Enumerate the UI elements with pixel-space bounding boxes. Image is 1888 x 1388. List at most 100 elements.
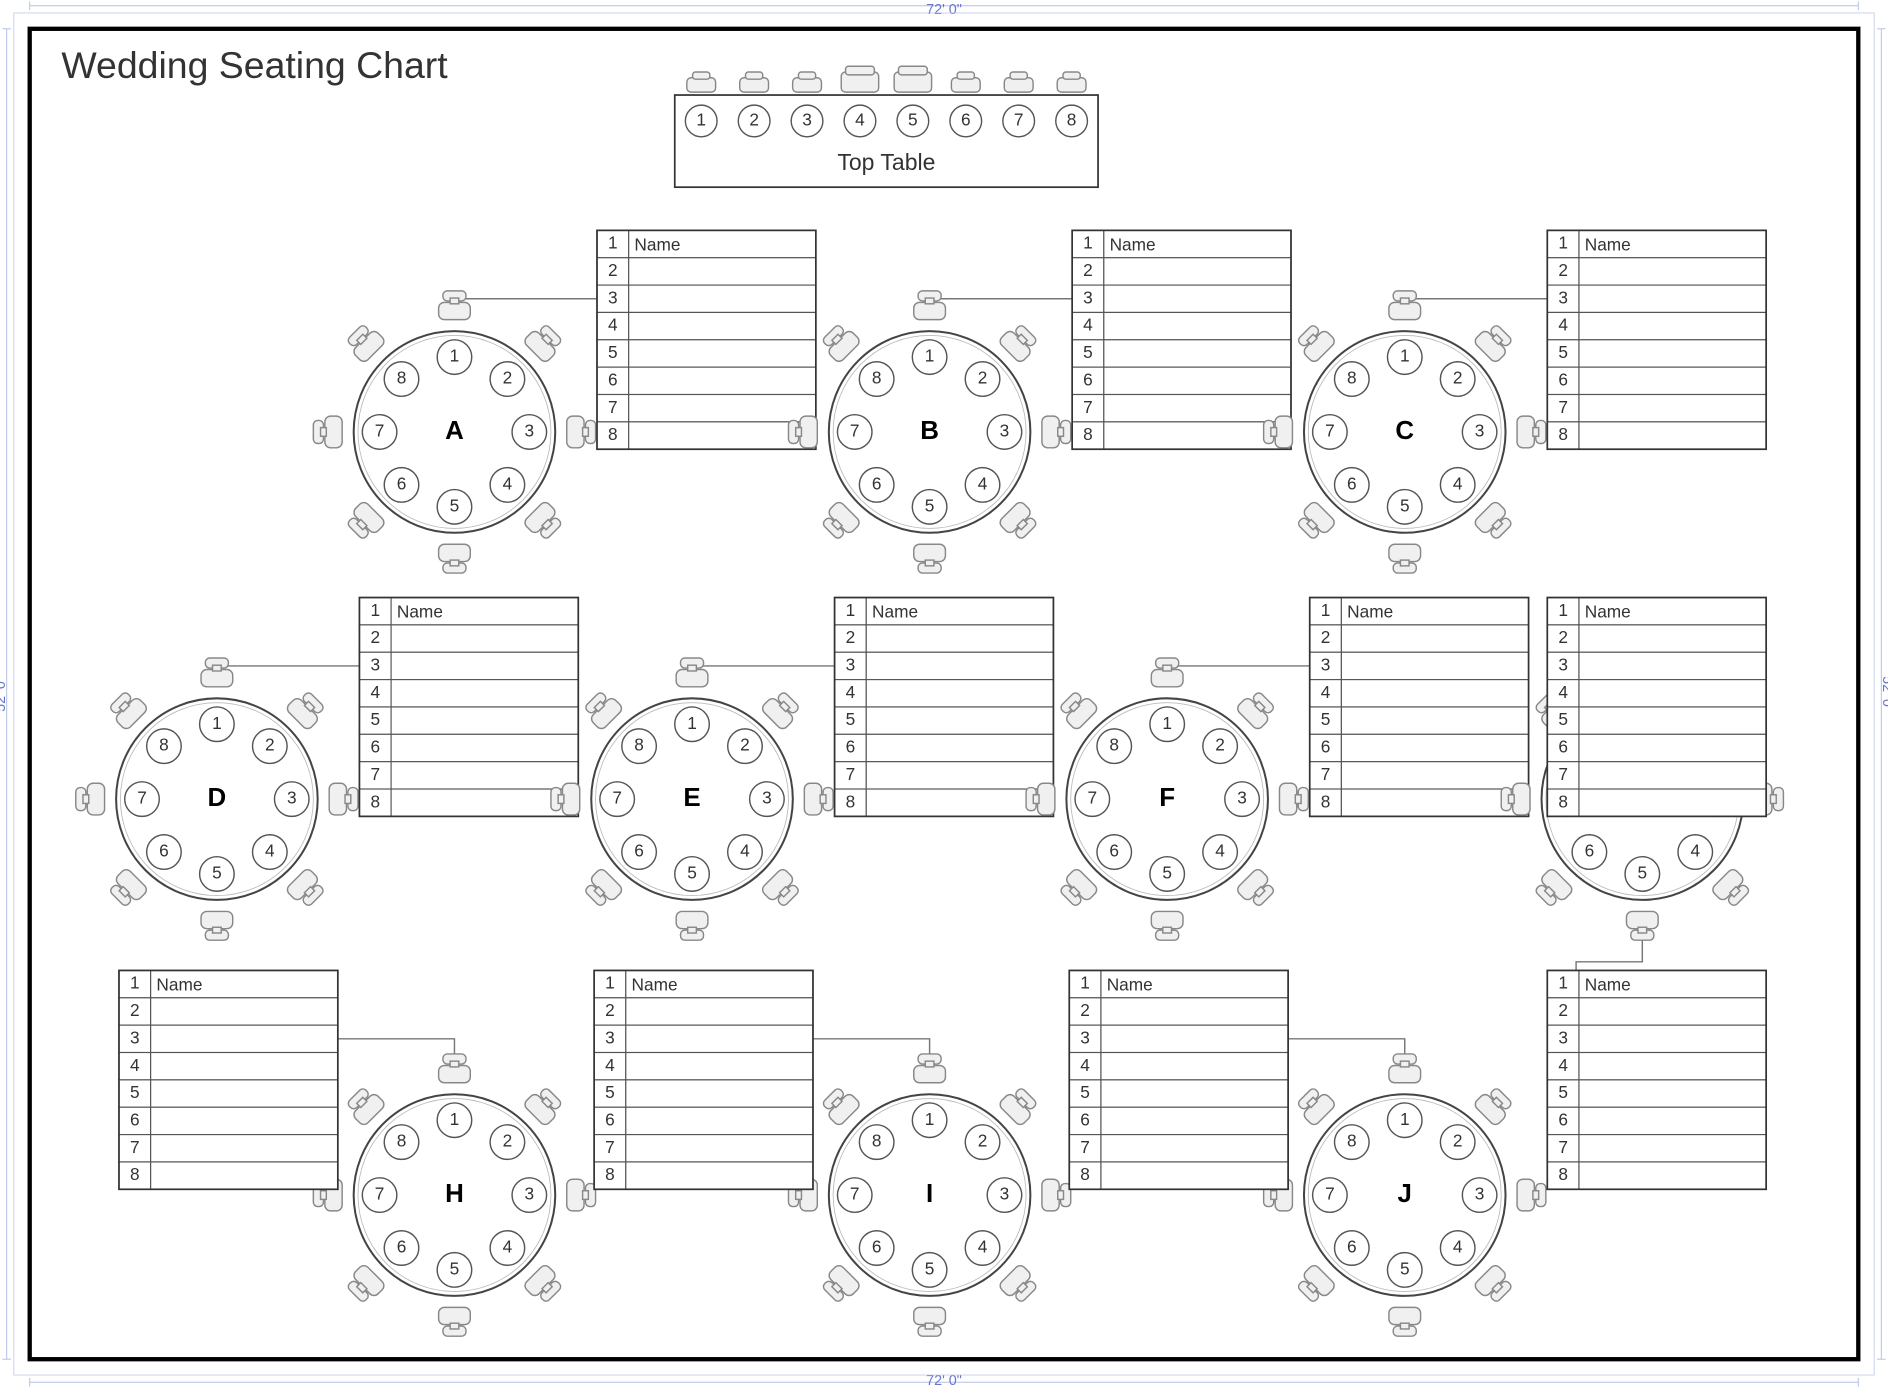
name-row-index: 3 xyxy=(846,654,856,674)
seat-number: 8 xyxy=(872,1131,882,1151)
seat-number: 6 xyxy=(397,473,407,493)
seat-number: 4 xyxy=(503,1237,513,1257)
name-row-index: 8 xyxy=(846,791,856,811)
name-row-index: 1 xyxy=(608,233,618,253)
top-table-seat: 8 xyxy=(1067,110,1077,130)
name-row-index: 7 xyxy=(846,764,856,784)
name-row-index: 1 xyxy=(1321,600,1331,620)
name-row-index: 7 xyxy=(1558,397,1568,417)
name-row-index: 7 xyxy=(130,1137,140,1157)
dim-top: 72' 0" xyxy=(926,2,962,18)
name-row-index: 2 xyxy=(605,1000,615,1020)
name-row-index: 6 xyxy=(1558,737,1568,757)
table-letter: F xyxy=(1159,784,1175,812)
name-row-index: 4 xyxy=(1083,315,1093,335)
name-row-index: 8 xyxy=(608,424,618,444)
seat-number: 6 xyxy=(634,841,644,861)
name-row-index: 5 xyxy=(608,342,618,362)
name-row-index: 3 xyxy=(1083,287,1093,307)
seat-number: 8 xyxy=(1347,1131,1357,1151)
name-row-index: 8 xyxy=(130,1164,140,1184)
table-letter: J xyxy=(1398,1180,1412,1208)
name-row-index: 5 xyxy=(1321,709,1331,729)
name-row-index: 1 xyxy=(1080,973,1090,993)
table-letter: B xyxy=(920,417,939,445)
seat-number: 2 xyxy=(1453,368,1463,388)
table-J: 12345678J xyxy=(1264,1054,1546,1336)
table-I: 12345678I xyxy=(788,1054,1070,1336)
name-row-index: 4 xyxy=(846,682,856,702)
name-header: Name xyxy=(1585,975,1631,995)
seat-number: 5 xyxy=(925,495,935,515)
seat-number: 3 xyxy=(1237,788,1247,808)
seat-number: 4 xyxy=(978,473,988,493)
top-table-seat: 3 xyxy=(802,110,812,130)
name-list: 12345678Name xyxy=(1547,598,1766,817)
name-row-index: 7 xyxy=(370,764,380,784)
dim-left: 52' 0" xyxy=(0,676,9,712)
name-row-index: 2 xyxy=(130,1000,140,1020)
name-row-index: 5 xyxy=(846,709,856,729)
name-list: 12345678Name xyxy=(1310,598,1529,817)
name-header: Name xyxy=(1585,602,1631,622)
seat-number: 8 xyxy=(634,735,644,755)
name-row-index: 6 xyxy=(1080,1109,1090,1129)
top-table-seat: 1 xyxy=(696,110,706,130)
name-row-index: 6 xyxy=(1558,369,1568,389)
name-row-index: 8 xyxy=(1083,424,1093,444)
name-header: Name xyxy=(397,602,443,622)
name-row-index: 7 xyxy=(605,1137,615,1157)
seat-number: 4 xyxy=(1453,473,1463,493)
table-letter: I xyxy=(926,1180,933,1208)
name-row-index: 5 xyxy=(1080,1082,1090,1102)
name-row-index: 6 xyxy=(608,369,618,389)
seat-number: 3 xyxy=(287,788,297,808)
seat-number: 3 xyxy=(762,788,772,808)
name-row-index: 2 xyxy=(1083,260,1093,280)
seat-number: 7 xyxy=(375,1184,385,1204)
seat-number: 8 xyxy=(159,735,169,755)
seat-number: 5 xyxy=(212,863,222,883)
name-row-index: 5 xyxy=(1558,1082,1568,1102)
seat-number: 7 xyxy=(1325,1184,1335,1204)
seat-number: 1 xyxy=(450,346,460,366)
seat-number: 7 xyxy=(1087,788,1097,808)
name-row-index: 3 xyxy=(1080,1027,1090,1047)
top-table-seat: 5 xyxy=(908,110,918,130)
name-row-index: 1 xyxy=(1558,600,1568,620)
table-A: 12345678A xyxy=(313,291,595,573)
table-letter: A xyxy=(445,417,464,445)
name-list: 12345678Name xyxy=(835,598,1054,817)
seat-number: 8 xyxy=(397,1131,407,1151)
seat-number: 5 xyxy=(450,1258,460,1278)
name-row-index: 5 xyxy=(130,1082,140,1102)
name-row-index: 1 xyxy=(846,600,856,620)
seat-number: 2 xyxy=(740,735,750,755)
name-list: 12345678Name xyxy=(1072,230,1291,449)
seat-number: 4 xyxy=(1215,841,1225,861)
name-row-index: 6 xyxy=(370,737,380,757)
seat-number: 3 xyxy=(1475,421,1485,441)
seat-number: 3 xyxy=(525,1184,535,1204)
top-table-label: Top Table xyxy=(837,149,935,175)
name-row-index: 3 xyxy=(605,1027,615,1047)
table-D: 12345678D xyxy=(76,658,358,940)
name-row-index: 3 xyxy=(1558,287,1568,307)
table-letter: E xyxy=(683,784,700,812)
seat-number: 6 xyxy=(1585,841,1595,861)
page-title: Wedding Seating Chart xyxy=(61,44,448,86)
seat-number: 5 xyxy=(687,863,697,883)
seat-number: 8 xyxy=(1347,368,1357,388)
name-row-index: 4 xyxy=(605,1055,615,1075)
seat-number: 1 xyxy=(1400,346,1410,366)
name-row-index: 4 xyxy=(1558,682,1568,702)
seat-number: 7 xyxy=(137,788,147,808)
seat-number: 6 xyxy=(1109,841,1119,861)
name-row-index: 8 xyxy=(1558,424,1568,444)
seat-number: 5 xyxy=(925,1258,935,1278)
seat-number: 2 xyxy=(503,1131,513,1151)
seat-number: 1 xyxy=(1400,1109,1410,1129)
name-row-index: 4 xyxy=(1558,1055,1568,1075)
name-header: Name xyxy=(872,602,918,622)
name-list: 12345678Name xyxy=(597,230,816,449)
